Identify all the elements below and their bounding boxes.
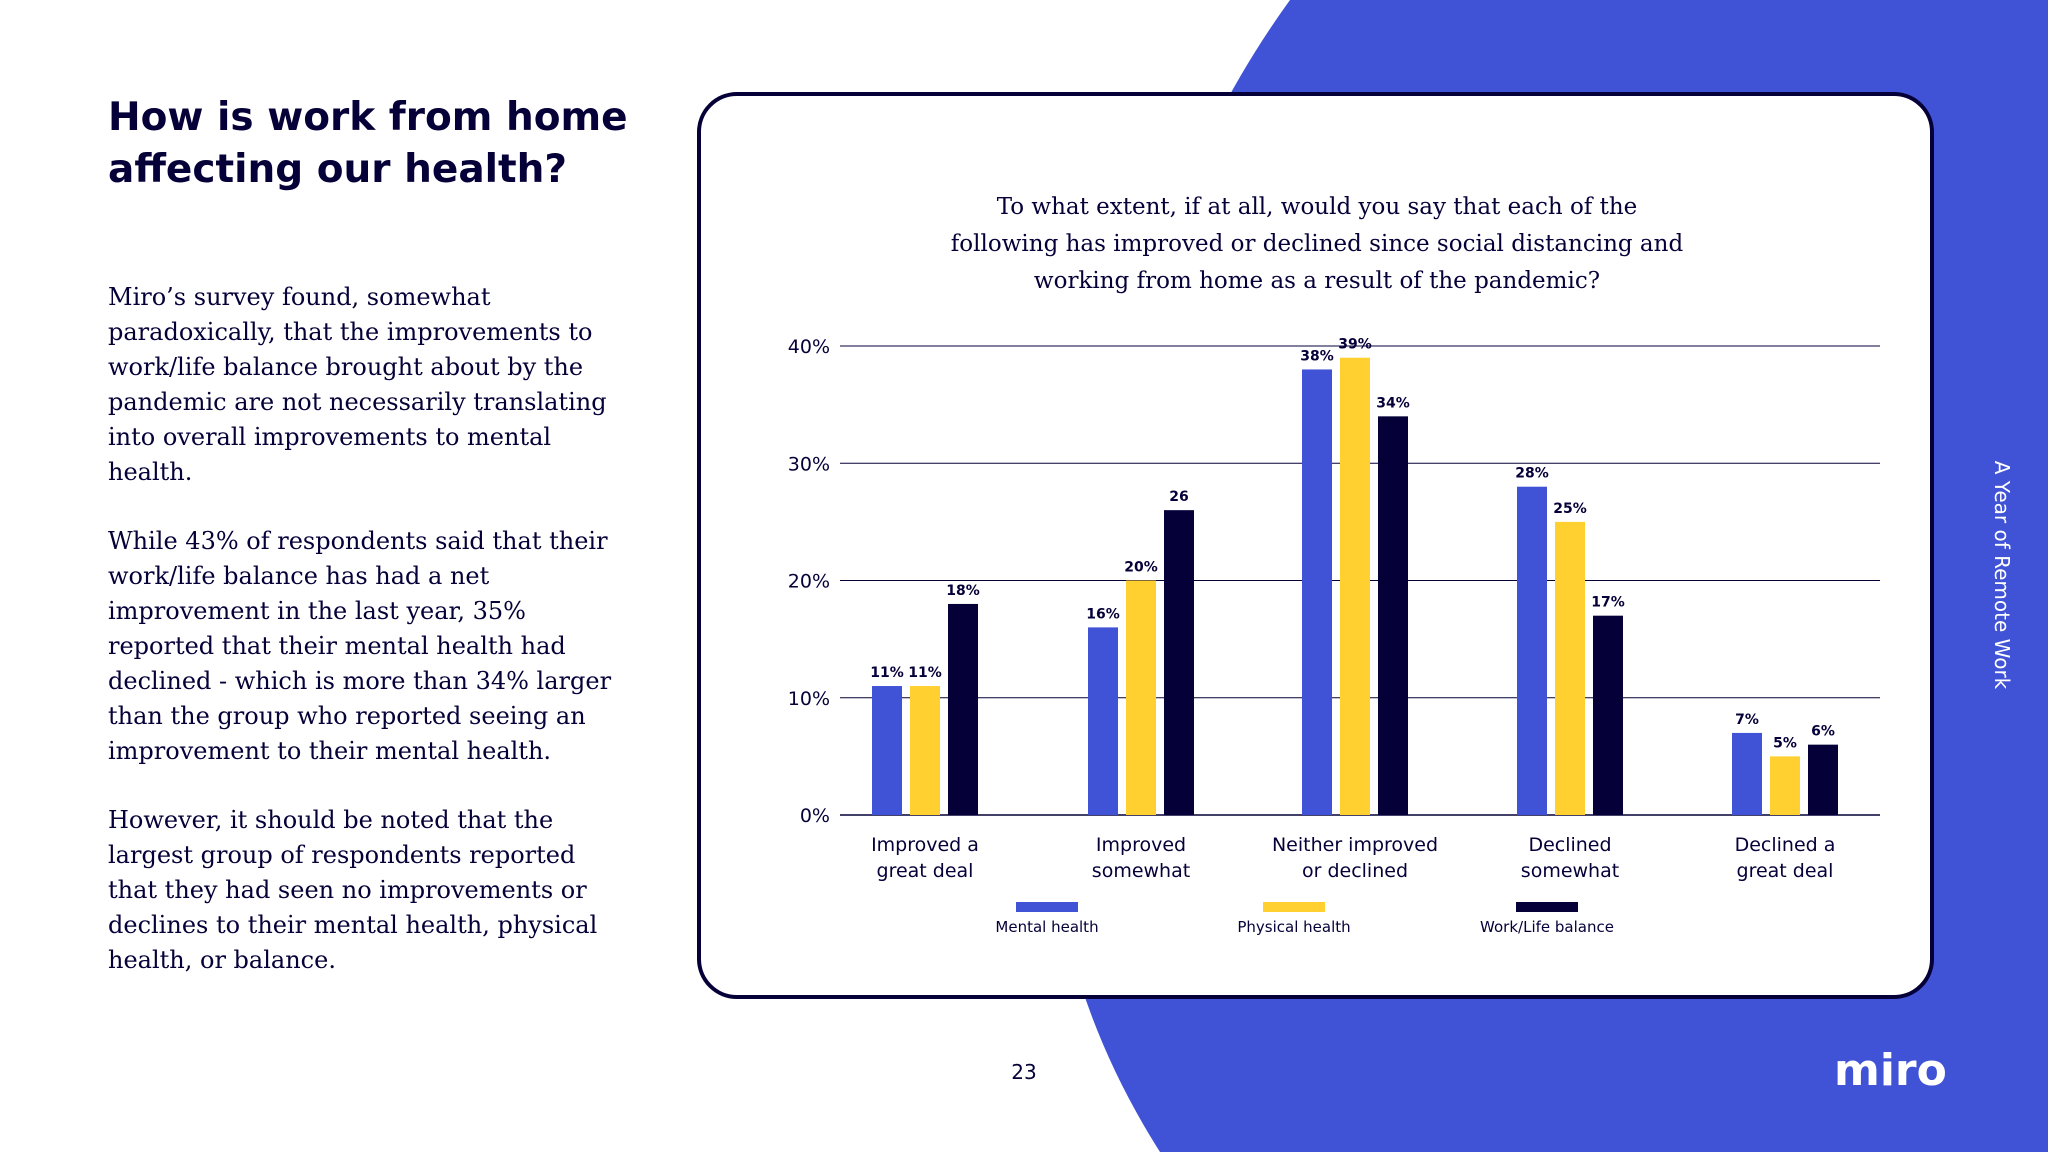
- x-category-label: somewhat: [1521, 860, 1619, 882]
- data-label: 6%: [1811, 724, 1835, 740]
- data-label: 11%: [908, 665, 942, 681]
- legend-swatch: [1016, 902, 1078, 912]
- chart-title-line: To what extent, if at all, would you say…: [997, 194, 1638, 220]
- x-category-label: great deal: [877, 860, 974, 882]
- data-label: 34%: [1376, 395, 1410, 411]
- bar-physical-health: [1770, 756, 1800, 815]
- y-tick-label: 10%: [788, 688, 830, 710]
- bar-work-life-balance: [1378, 416, 1408, 815]
- x-category-label: somewhat: [1092, 860, 1190, 882]
- x-category-label: Declined a: [1735, 834, 1836, 856]
- body-paragraph: Miro’s survey found, somewhat paradoxica…: [108, 283, 607, 486]
- bar-mental-health: [1302, 369, 1332, 815]
- bar-work-life-balance: [1593, 615, 1623, 815]
- page-number: 23: [1011, 1060, 1037, 1084]
- body-paragraph: However, it should be noted that the lar…: [108, 806, 598, 974]
- legend-label: Work/Life balance: [1480, 918, 1614, 936]
- chart-title-line: following has improved or declined since…: [951, 231, 1684, 257]
- bar-physical-health: [1126, 580, 1156, 815]
- bar-physical-health: [1340, 357, 1370, 815]
- body-paragraph: While 43% of respondents said that their…: [108, 527, 612, 765]
- y-tick-label: 0%: [800, 805, 830, 827]
- x-category-label: Improved: [1096, 834, 1186, 856]
- bar-work-life-balance: [1808, 744, 1838, 815]
- data-label: 25%: [1553, 501, 1587, 517]
- data-label: 28%: [1515, 466, 1549, 482]
- legend-swatch: [1263, 902, 1325, 912]
- x-category-label: Improved a: [871, 834, 979, 856]
- x-category-label: Neither improved: [1272, 834, 1438, 856]
- data-label: 17%: [1591, 595, 1625, 611]
- legend-swatch: [1516, 902, 1578, 912]
- bar-mental-health: [1088, 627, 1118, 815]
- data-label: 38%: [1300, 348, 1334, 364]
- data-label: 5%: [1773, 735, 1797, 751]
- bar-physical-health: [910, 686, 940, 815]
- x-category-label: Declined: [1528, 834, 1611, 856]
- data-label: 7%: [1735, 712, 1759, 728]
- data-label: 11%: [870, 665, 904, 681]
- bar-mental-health: [1517, 486, 1547, 815]
- x-category-label: or declined: [1302, 860, 1408, 882]
- y-tick-label: 30%: [788, 453, 830, 475]
- legend-label: Physical health: [1237, 918, 1350, 936]
- data-label: 18%: [946, 583, 980, 599]
- page-headline: How is work from home affecting our heal…: [108, 95, 628, 192]
- bar-mental-health: [1732, 732, 1762, 815]
- miro-logo: miro: [1834, 1045, 1947, 1096]
- legend-label: Mental health: [995, 918, 1098, 936]
- chart-title-line: working from home as a result of the pan…: [1034, 268, 1600, 294]
- data-label: 26: [1169, 489, 1188, 505]
- data-label: 16%: [1086, 606, 1120, 622]
- data-label: 20%: [1124, 560, 1158, 576]
- bar-mental-health: [872, 686, 902, 815]
- data-label: 39%: [1338, 337, 1372, 353]
- bar-work-life-balance: [1164, 510, 1194, 815]
- bar-physical-health: [1555, 521, 1585, 815]
- y-tick-label: 20%: [788, 571, 830, 593]
- y-tick-label: 40%: [788, 336, 830, 358]
- bar-chart: To what extent, if at all, would you say…: [788, 194, 1880, 936]
- bar-work-life-balance: [948, 603, 978, 815]
- side-label: A Year of Remote Work: [1990, 460, 2014, 690]
- x-category-label: great deal: [1737, 860, 1834, 882]
